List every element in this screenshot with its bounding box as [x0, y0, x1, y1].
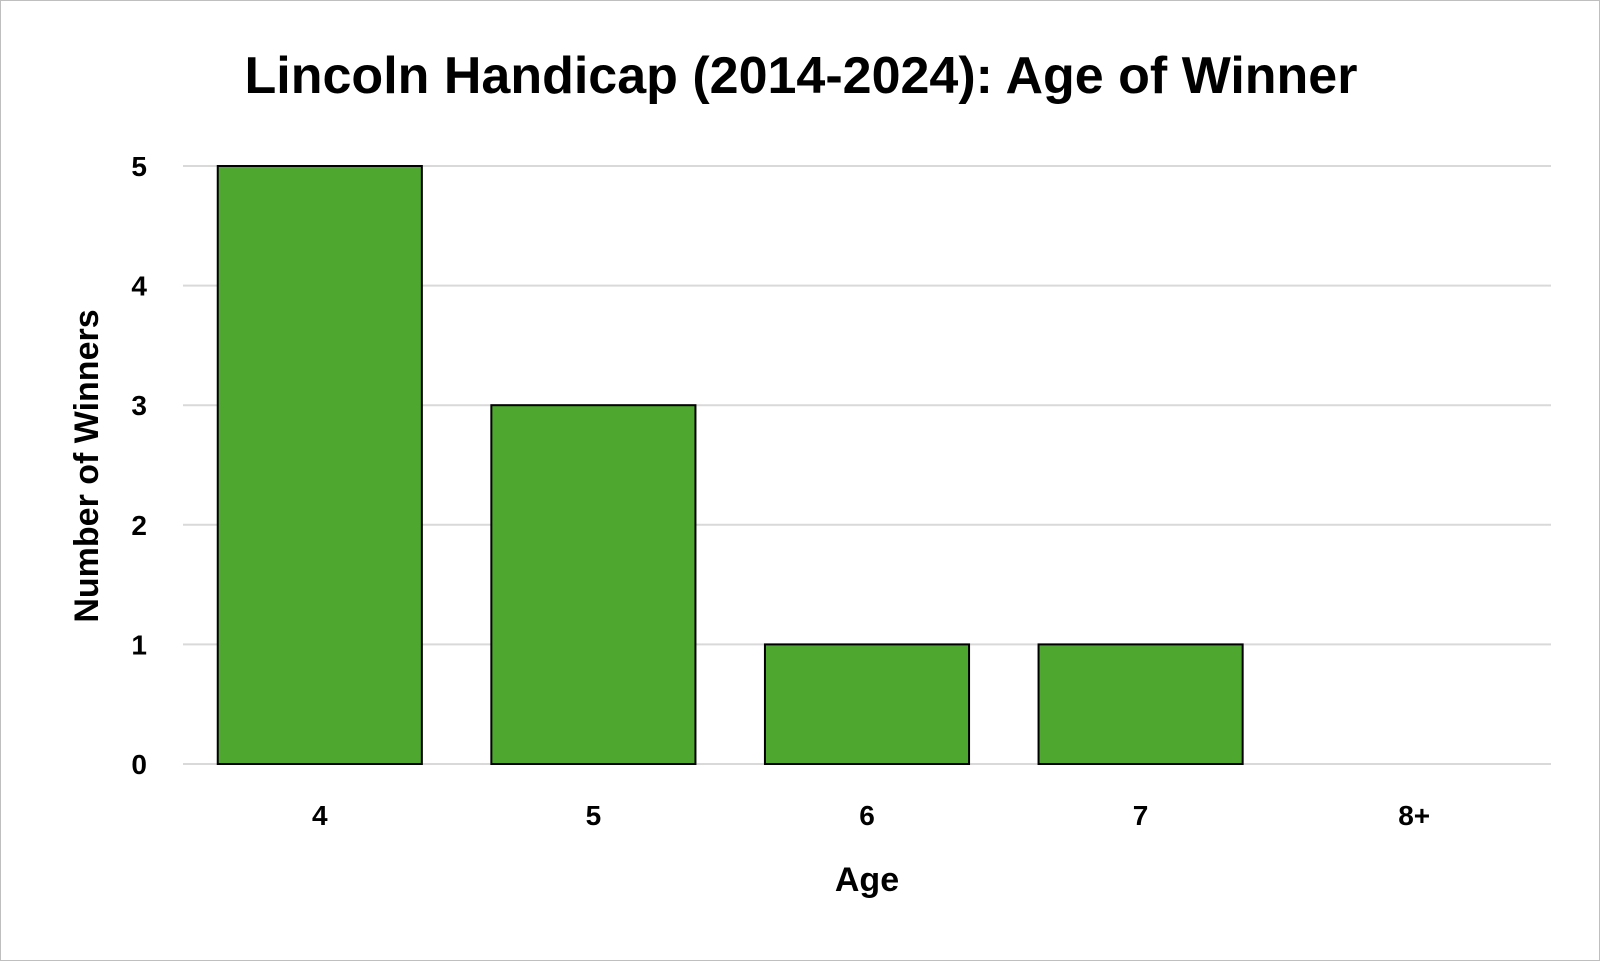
- y-tick-label: 0: [131, 749, 147, 780]
- x-tick-label: 8+: [1398, 800, 1430, 831]
- x-tick-label: 7: [1133, 800, 1149, 831]
- y-tick-label: 5: [131, 151, 147, 182]
- y-axis-ticks: 0 1 2 3 4 5: [131, 151, 147, 780]
- bar-age-6: [763, 643, 971, 766]
- x-axis-title: Age: [835, 861, 899, 899]
- bar-age-7: [1037, 643, 1244, 766]
- y-axis-title: Number of Winners: [68, 309, 106, 622]
- x-tick-label: 6: [859, 800, 875, 831]
- y-tick-label: 1: [131, 629, 147, 660]
- x-axis-ticks: 4 5 6 7 8+: [312, 800, 1430, 831]
- bar-age-5: [490, 404, 697, 765]
- y-tick-label: 3: [131, 390, 147, 421]
- bars: [216, 165, 1244, 766]
- y-tick-label: 2: [131, 510, 147, 541]
- bar-age-4: [216, 165, 423, 765]
- chart-title: Lincoln Handicap (2014-2024): Age of Win…: [245, 47, 1358, 105]
- y-tick-label: 4: [131, 271, 147, 302]
- x-tick-label: 4: [312, 800, 328, 831]
- x-tick-label: 5: [586, 800, 602, 831]
